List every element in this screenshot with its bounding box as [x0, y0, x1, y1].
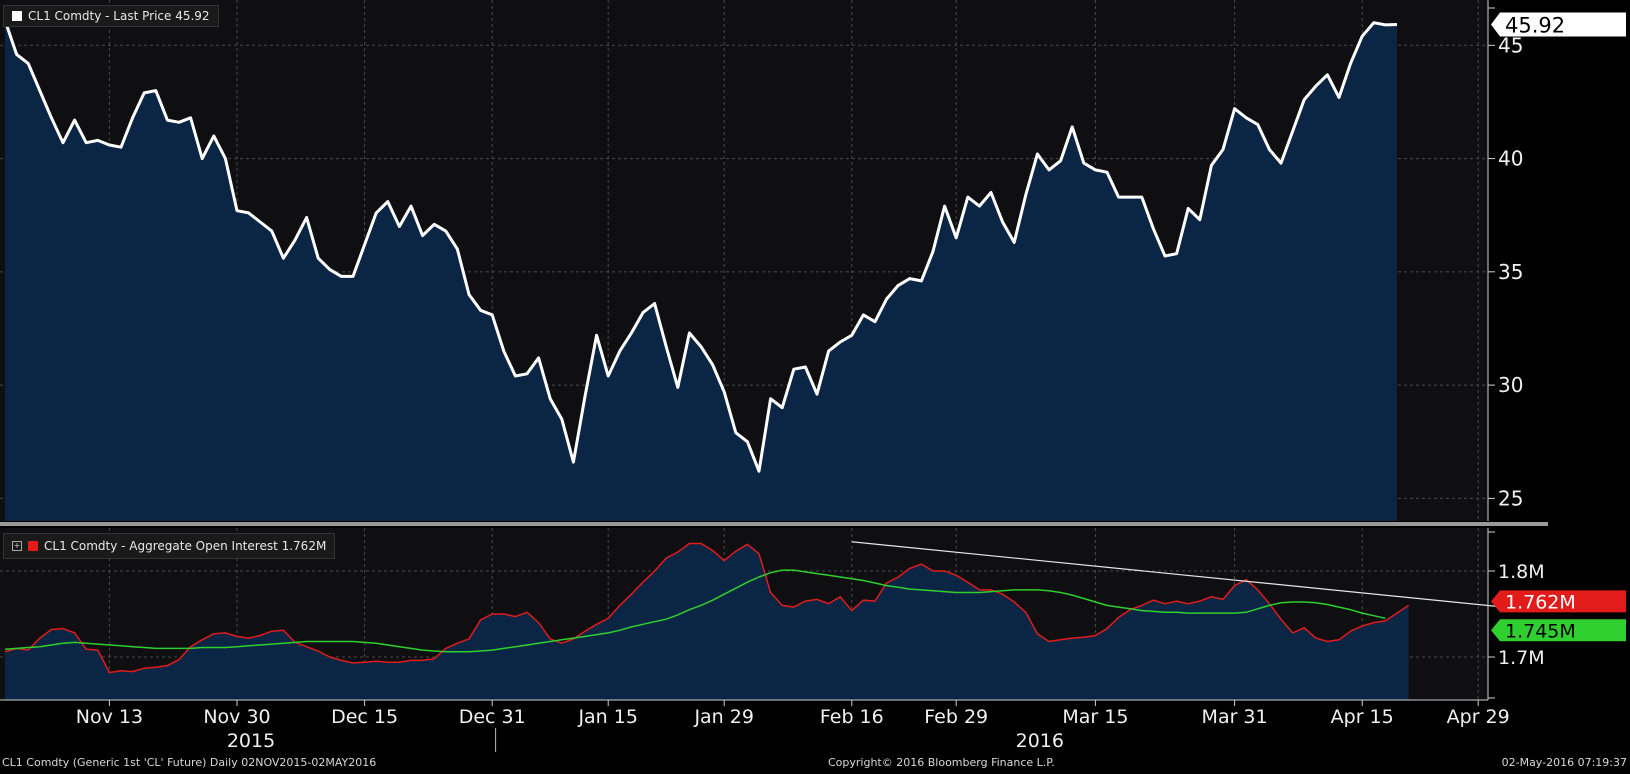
oi-value-label: 1.762M [1505, 591, 1576, 613]
last-price-tag [1491, 12, 1626, 37]
year-label: 2016 [1016, 730, 1064, 752]
x-tick-label: Mar 31 [1202, 706, 1268, 728]
x-tick-label: Jan 29 [693, 706, 754, 728]
ma-value-tag [1491, 619, 1626, 642]
expand-box-icon[interactable]: + [12, 541, 22, 551]
footer-security-info: CL1 Comdty (Generic 1st 'CL' Future) Dai… [2, 756, 377, 769]
x-tick-label: Feb 16 [820, 706, 884, 728]
price-y-tick-label: 45 [1498, 33, 1523, 57]
oi-trend-line [851, 541, 1514, 609]
year-label: 2015 [227, 730, 275, 752]
price-y-tick-label: 30 [1498, 373, 1523, 397]
footer-timestamp: 02-May-2016 07:19:37 [1501, 756, 1627, 769]
price-line [3, 19, 1398, 473]
x-tick-label: Dec 15 [331, 706, 398, 728]
price-y-tick-label: 35 [1498, 260, 1523, 284]
price-y-tick-label: 25 [1498, 486, 1523, 510]
price-legend-text: CL1 Comdty - Last Price 45.92 [28, 9, 210, 23]
x-tick-label: Nov 13 [76, 706, 143, 728]
oi-legend-text: CL1 Comdty - Aggregate Open Interest 1.7… [44, 539, 327, 553]
oi-legend[interactable]: + CL1 Comdty - Aggregate Open Interest 1… [3, 533, 336, 559]
oi-y-tick-label: 1.7M [1498, 647, 1545, 669]
price-area [5, 20, 1397, 522]
pane-separator [0, 522, 1548, 526]
price-legend[interactable]: CL1 Comdty - Last Price 45.92 [3, 5, 219, 27]
x-tick-label: Dec 31 [459, 706, 526, 728]
last-price-label: 45.92 [1505, 13, 1565, 37]
oi-value-tag [1491, 590, 1626, 613]
x-tick-label: Mar 15 [1062, 706, 1128, 728]
red-square-icon [28, 541, 38, 551]
white-square-icon [12, 11, 22, 21]
oi-line [4, 542, 1410, 674]
x-tick-label: Feb 29 [924, 706, 988, 728]
oi-y-tick-label: 1.8M [1498, 561, 1545, 583]
oi-ma-line [4, 569, 1386, 653]
x-tick-label: Jan 15 [577, 706, 638, 728]
oi-area [5, 543, 1409, 700]
x-tick-label: Apr 15 [1331, 706, 1394, 728]
footer-copyright: Copyright© 2016 Bloomberg Finance L.P. [828, 756, 1055, 769]
ma-value-label: 1.745M [1505, 620, 1576, 642]
x-tick-label: Apr 29 [1447, 706, 1510, 728]
price-y-tick-label: 40 [1498, 147, 1523, 171]
x-tick-label: Nov 30 [203, 706, 270, 728]
